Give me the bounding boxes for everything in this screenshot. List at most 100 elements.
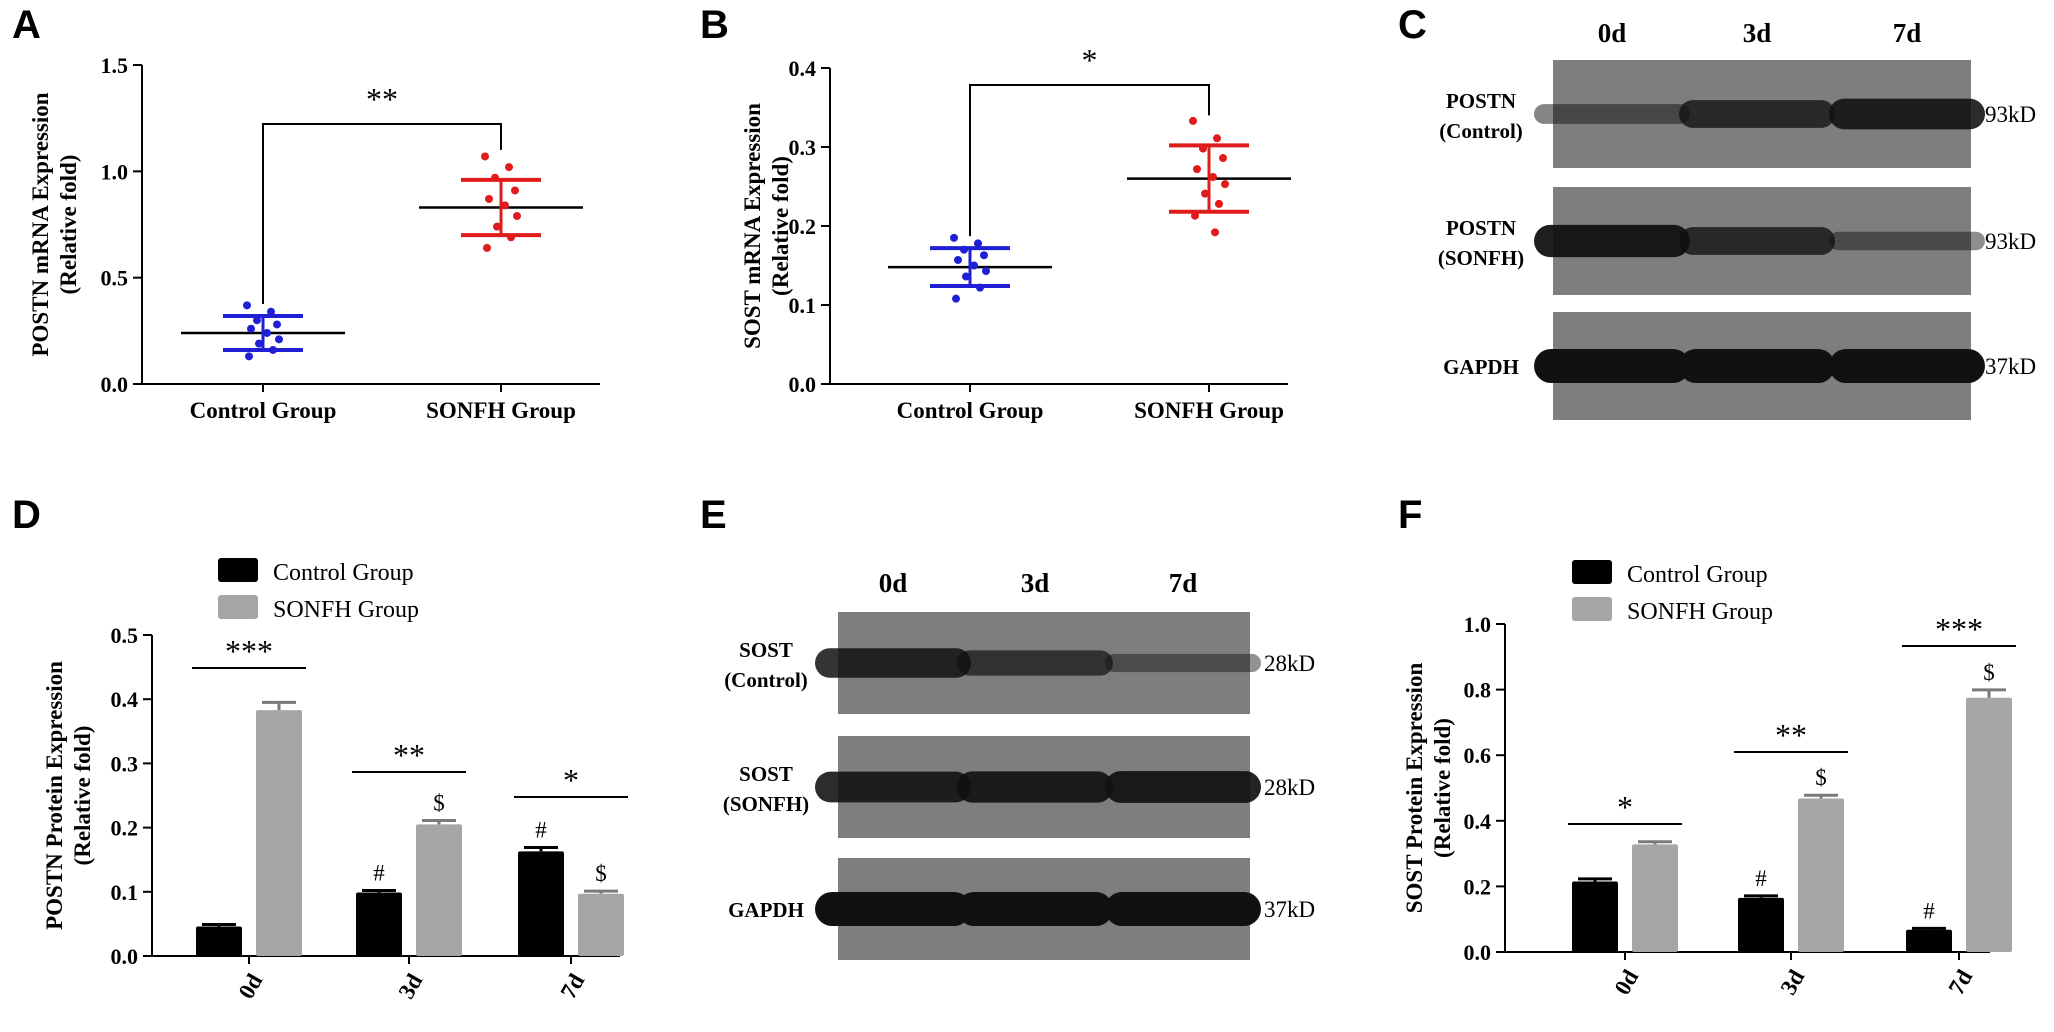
significance-stars: *** (225, 633, 273, 669)
y-tick-label: 0.0 (101, 372, 129, 397)
legend-swatch (218, 558, 258, 582)
significance-stars: ** (393, 737, 425, 773)
y-tick-label: 0.5 (101, 266, 129, 291)
bar (356, 892, 402, 956)
bar-significance-mark: $ (433, 791, 445, 816)
blot-row-label: (Control) (1439, 119, 1523, 143)
y-axis-title: POSTN mRNA Expression (28, 92, 53, 356)
blot-row-label: SOST (739, 762, 793, 786)
bar (518, 851, 564, 956)
y-tick-label: 0.4 (111, 687, 139, 712)
y-tick-label: 0.6 (1464, 743, 1492, 768)
y-axis-title: (Relative fold) (70, 726, 95, 866)
y-tick-label: 0.1 (111, 880, 139, 905)
y-axis-title: POSTN Protein Expression (42, 661, 67, 930)
protein-band (815, 771, 971, 803)
data-point (1215, 199, 1223, 208)
data-point (982, 267, 990, 276)
data-point (483, 243, 491, 252)
y-axis-title: SOST Protein Expression (1402, 663, 1427, 914)
protein-band (1679, 227, 1835, 255)
x-category-label: 7d (1944, 965, 1978, 999)
y-tick-label: 0.4 (789, 56, 817, 81)
molecular-weight-label: 37kD (1985, 354, 2036, 379)
protein-band (815, 892, 971, 926)
y-tick-label: 1.0 (1464, 612, 1492, 637)
x-category-label: 0d (1610, 965, 1644, 999)
y-tick-label: 1.0 (101, 159, 129, 184)
x-category-label: Control Group (897, 398, 1044, 423)
blot-row-label: (Control) (724, 668, 808, 692)
data-point (493, 222, 501, 231)
data-point (962, 272, 970, 281)
data-point (267, 307, 275, 316)
data-point (1221, 180, 1229, 189)
data-point (501, 201, 509, 210)
data-point (245, 352, 253, 361)
y-tick-label: 0.5 (111, 623, 139, 648)
y-tick-label: 0.0 (111, 944, 139, 969)
data-point (1191, 211, 1199, 220)
legend-label: SONFH Group (273, 597, 419, 623)
x-category-label: 3d (394, 969, 428, 1003)
panel-a-scatter: 0.0 0.5 1.0 1.5 POSTN mRNA Expression (Relati… (28, 53, 600, 423)
data-point (263, 328, 271, 337)
legend-swatch (1572, 597, 1612, 621)
y-tick-label: 0.3 (789, 135, 817, 160)
protein-band (1679, 100, 1835, 128)
legend-swatch (218, 595, 258, 619)
x-category-label: 3d (1776, 965, 1810, 999)
data-point (253, 316, 261, 325)
data-point (1209, 173, 1217, 182)
protein-band (957, 892, 1113, 926)
data-point (1201, 189, 1209, 198)
panel-letter-c: C (1398, 3, 1427, 47)
y-tick-label: 0.1 (789, 293, 817, 318)
blot-row-label: GAPDH (728, 898, 804, 922)
molecular-weight-label: 28kD (1264, 651, 1315, 676)
protein-band (1829, 349, 1985, 383)
protein-band (1105, 892, 1261, 926)
data-point (485, 194, 493, 203)
data-point (980, 251, 988, 260)
data-point (247, 324, 255, 333)
bar-significance-mark: # (1755, 866, 1767, 891)
panel-e-western-blot: 0d 3d 7d SOST (Control) 28kD SOST (SONFH) 28kD GA… (723, 568, 1315, 960)
data-point (970, 261, 978, 270)
bar-significance-mark: # (535, 818, 547, 843)
data-point (1193, 165, 1201, 174)
blot-lane-label: 3d (1021, 568, 1050, 598)
data-point (954, 255, 962, 264)
panel-letter-a: A (12, 3, 41, 47)
blot-row-label: (SONFH) (1438, 246, 1524, 270)
bar (578, 893, 624, 956)
data-point (1189, 116, 1197, 125)
bar-significance-mark: # (373, 861, 385, 886)
blot-lane-label: 0d (1598, 18, 1627, 48)
blot-lane-label: 7d (1893, 18, 1922, 48)
y-tick-label: 0.2 (111, 816, 139, 841)
y-axis-title: (Relative fold) (1430, 718, 1455, 858)
bar (1906, 929, 1952, 952)
legend-label: SONFH Group (1627, 599, 1773, 625)
data-point (960, 245, 968, 254)
blot-lane-label: 0d (879, 568, 908, 598)
protein-band (957, 771, 1113, 803)
data-point (273, 320, 281, 329)
y-axis-title: (Relative fold) (768, 156, 793, 296)
bar (1738, 897, 1784, 952)
bar-significance-mark: # (1923, 898, 1935, 923)
y-tick-label: 1.5 (101, 53, 129, 78)
data-point (513, 211, 521, 220)
protein-band (1534, 104, 1690, 124)
y-axis-title: (Relative fold) (56, 155, 81, 295)
bar (196, 926, 242, 956)
x-category-label: Control Group (190, 398, 337, 423)
bar (1966, 697, 2012, 952)
legend-label: Control Group (1627, 562, 1768, 588)
protein-band (1829, 98, 1985, 130)
significance-stars: ** (366, 81, 398, 117)
data-point (1219, 154, 1227, 163)
data-point (1199, 144, 1207, 153)
